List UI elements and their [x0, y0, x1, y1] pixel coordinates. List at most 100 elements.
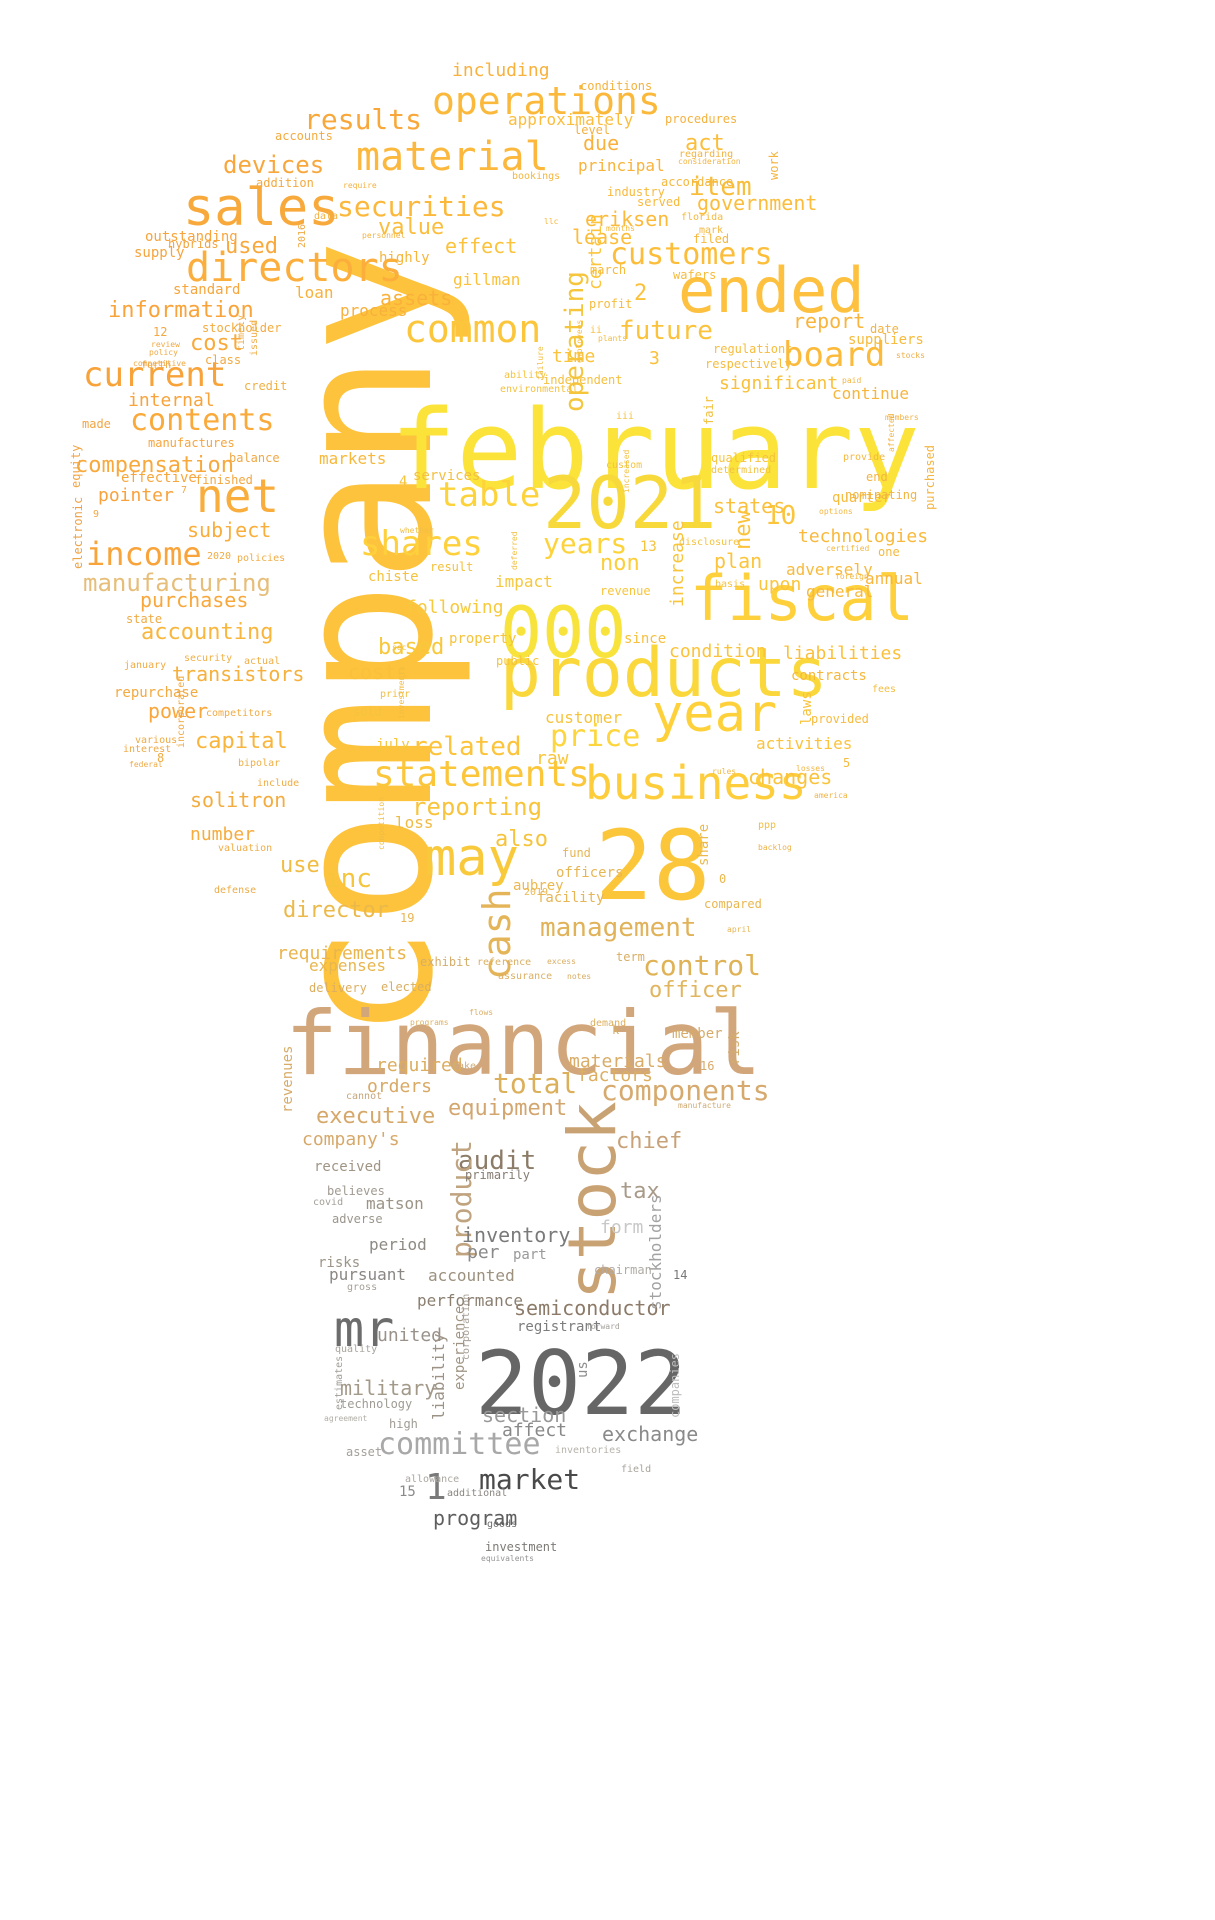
- word-10: 10: [765, 501, 797, 531]
- word-9: 9: [93, 509, 100, 520]
- word-technology: technology: [340, 1397, 413, 1411]
- word-risk: risk: [727, 1031, 743, 1065]
- word-reporting: reporting: [412, 793, 543, 821]
- word-investment: investment: [485, 1540, 558, 1554]
- word-eriksen: eriksen: [585, 207, 670, 231]
- word-officers: officers: [556, 865, 624, 881]
- word-competition: competition: [377, 797, 386, 850]
- word-cost: cost: [190, 331, 243, 356]
- word-florida: florida: [681, 212, 724, 223]
- word-exhibit: exhibit: [420, 955, 471, 969]
- word-assets: assets: [380, 286, 453, 310]
- word-basis: basis: [715, 579, 746, 590]
- word-effect: effect: [445, 234, 518, 258]
- word-shares: shares: [360, 524, 483, 564]
- word-notes: notes: [567, 972, 592, 981]
- word-transistors: transistors: [172, 662, 305, 686]
- word-condition: condition: [669, 641, 767, 662]
- word-companies: companies: [668, 1352, 682, 1418]
- word-personnel: personnel: [362, 231, 406, 240]
- word-certified: certified: [826, 544, 870, 553]
- word-high: high: [389, 1417, 418, 1431]
- word-end: end: [866, 470, 888, 484]
- word-requirements: requirements: [277, 943, 408, 964]
- word-manufacturing: manufacturing: [83, 569, 271, 597]
- word-deferred: deferred: [510, 531, 519, 570]
- word-certain: certain: [585, 214, 606, 290]
- word-including: including: [452, 60, 550, 81]
- word-time: time: [552, 346, 596, 367]
- word-use: use: [280, 853, 320, 878]
- word-balance: balance: [229, 451, 280, 465]
- word-state: state: [126, 612, 163, 626]
- word-pursuant: pursuant: [329, 1265, 407, 1284]
- word-options: options: [819, 507, 853, 516]
- word-electronic: electronic: [71, 496, 85, 569]
- word-flows: flows: [469, 1008, 494, 1017]
- word-2: 2: [634, 281, 648, 306]
- word-process: process: [340, 301, 408, 320]
- word-work: work: [767, 151, 781, 180]
- word-manufacture: manufacture: [678, 1101, 731, 1110]
- word-nominating: nominating: [845, 488, 918, 502]
- word-property: property: [449, 631, 517, 647]
- word-america: america: [814, 791, 848, 800]
- word-received: received: [314, 1159, 382, 1175]
- word-competitors: competitors: [206, 708, 273, 719]
- word-form: form: [600, 1217, 644, 1238]
- word-fund: fund: [562, 846, 591, 860]
- word-primarily: primarily: [465, 1168, 531, 1182]
- word-term: term: [616, 950, 645, 964]
- word-audit: audit: [458, 1146, 537, 1176]
- word-equity: equity: [69, 444, 83, 488]
- word-suppliers: suppliers: [848, 332, 924, 348]
- word-interest: interest: [123, 744, 172, 755]
- word-general: general: [806, 582, 874, 601]
- word-gross: gross: [347, 1282, 378, 1293]
- word-additional: additional: [447, 1488, 508, 1499]
- word-mark: mark: [699, 225, 724, 236]
- word-0: 0: [719, 872, 727, 886]
- word-allowance: allowance: [405, 1474, 460, 1485]
- word-stockholders: stockholders: [646, 1194, 665, 1310]
- word-data: data: [314, 211, 339, 222]
- word-april: april: [727, 925, 752, 934]
- word-whether: whether: [400, 526, 434, 535]
- word-conditions: conditions: [580, 79, 653, 93]
- word-aubrey: aubrey: [513, 878, 564, 894]
- word-believes: believes: [327, 1184, 385, 1198]
- word-july: july: [376, 737, 410, 753]
- word-directors: directors: [186, 245, 403, 291]
- word-officer: officer: [649, 978, 742, 1003]
- word-sold: sold: [353, 705, 382, 719]
- word-part: part: [513, 1247, 547, 1263]
- word-issued: issued: [249, 319, 260, 356]
- word-28: 28: [595, 810, 711, 922]
- word-chiste: chiste: [368, 569, 419, 585]
- word-used: used: [225, 234, 278, 259]
- word-level: level: [574, 123, 611, 137]
- word-profit: profit: [589, 297, 633, 311]
- word-determined: determined: [711, 465, 772, 476]
- word-prior: prior: [380, 689, 411, 700]
- word-material: material: [356, 134, 549, 180]
- word-increased: increased: [622, 449, 631, 493]
- word-sales: sales: [183, 178, 340, 238]
- word-liability: liability: [429, 1333, 448, 1420]
- word-equipment: equipment: [448, 1096, 568, 1121]
- word-bookings: bookings: [512, 171, 561, 182]
- word-addition: addition: [256, 176, 314, 190]
- word-14: 14: [673, 1268, 688, 1282]
- word-one: one: [878, 545, 900, 559]
- word-covid: covid: [313, 1197, 344, 1208]
- word-price: price: [550, 719, 641, 754]
- word-months: months: [606, 224, 635, 233]
- word-effective: effective: [121, 470, 197, 486]
- word-federal: federal: [129, 760, 163, 769]
- word-common: common: [404, 307, 542, 351]
- word-rules: rules: [712, 767, 737, 776]
- word-customers: customers: [610, 237, 773, 272]
- word-employees: employees: [575, 319, 584, 363]
- word-markets: markets: [319, 449, 387, 468]
